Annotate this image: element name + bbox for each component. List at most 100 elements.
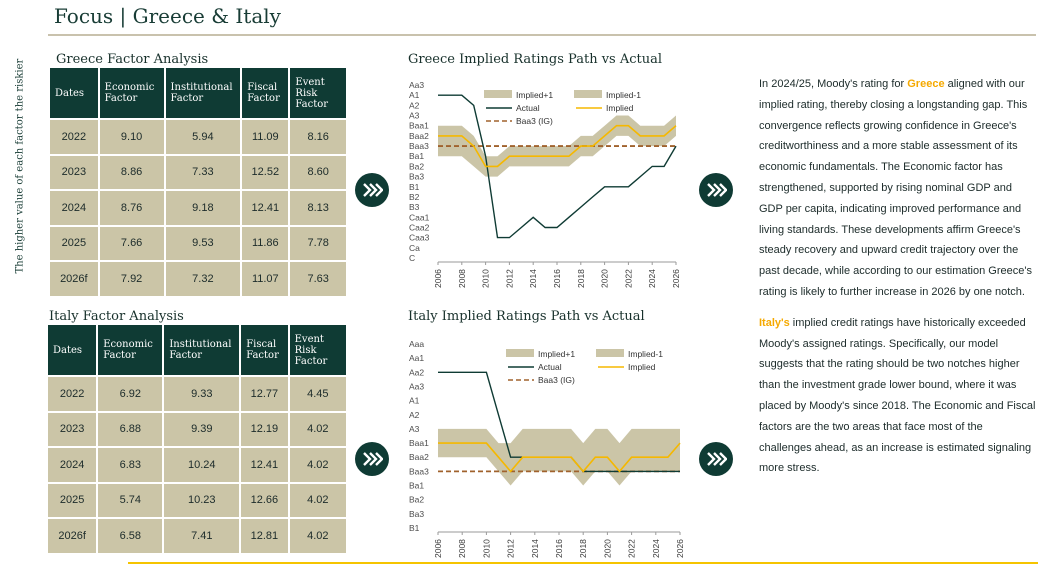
cell-fiscal: 12.66 — [241, 483, 288, 517]
greece-factor-table: Dates Economic Factor Institutional Fact… — [48, 66, 348, 298]
legend-label: Implied-1 — [606, 90, 641, 100]
legend-label: Baa3 (IG) — [516, 116, 553, 126]
cell-fiscal: 12.52 — [242, 155, 289, 189]
italy-factor-table: Dates Economic Factor Institutional Fact… — [46, 323, 348, 555]
y-tick-label: Ba3 — [409, 172, 424, 182]
y-tick-label: Caa2 — [409, 222, 430, 232]
double-chevron-right-icon — [699, 173, 733, 207]
cell-fiscal: 12.81 — [241, 519, 288, 553]
implied-line — [438, 442, 681, 473]
x-tick-label: 2010 — [481, 269, 491, 288]
cell-date: 2023 — [48, 412, 97, 446]
cell-economic: 6.88 — [98, 412, 163, 446]
y-tick-label: Ba3 — [409, 509, 424, 519]
greece-ratings-chart: Aa3A1A2A3Baa1Baa2Baa3Ba1Ba2Ba3B1B2B3Caa1… — [409, 80, 681, 288]
cell-economic: 6.83 — [98, 448, 163, 482]
legend-label: Implied-1 — [628, 349, 663, 359]
legend-swatch — [596, 349, 624, 357]
legend-label: Implied — [628, 362, 656, 372]
y-tick-label: Aa2 — [409, 367, 424, 377]
cell-date: 2022 — [48, 377, 97, 411]
cell-fiscal: 11.86 — [242, 226, 289, 260]
y-tick-label: B1 — [409, 523, 420, 533]
header-event-risk: Event Risk Factor — [290, 68, 346, 118]
y-tick-label: Ca — [409, 243, 420, 253]
x-tick-label: 2022 — [623, 269, 633, 288]
legend-label: Implied — [606, 103, 634, 113]
header-dates: Dates — [50, 68, 98, 118]
y-tick-label: A3 — [409, 111, 420, 121]
legend-label: Baa3 (IG) — [538, 375, 575, 385]
x-tick-label: 2024 — [651, 539, 661, 558]
x-tick-label: 2026 — [675, 539, 685, 558]
y-tick-label: Aa1 — [409, 353, 424, 363]
y-tick-label: A2 — [409, 100, 420, 110]
table-row: 2025 7.66 9.53 11.86 7.78 — [50, 226, 346, 260]
table-row: 2023 8.86 7.33 12.52 8.60 — [50, 155, 346, 189]
y-tick-label: Ba2 — [409, 495, 424, 505]
x-tick-label: 2012 — [504, 269, 514, 288]
cell-event-risk: 4.02 — [289, 448, 346, 482]
y-tick-label: A1 — [409, 396, 420, 406]
cell-institutional: 5.94 — [165, 120, 241, 154]
header-fiscal: Fiscal Factor — [241, 325, 288, 375]
cell-event-risk: 8.60 — [290, 155, 346, 189]
x-tick-label: 2016 — [554, 539, 564, 558]
y-tick-label: Ba2 — [409, 161, 424, 171]
y-tick-label: Aa3 — [409, 381, 424, 391]
legend-label: Implied+1 — [538, 349, 575, 359]
cell-event-risk: 4.02 — [289, 483, 346, 517]
cell-economic: 6.58 — [98, 519, 163, 553]
y-tick-label: Aaa — [409, 339, 424, 349]
y-tick-label: Baa2 — [409, 131, 429, 141]
italy-table-title: Italy Factor Analysis — [49, 309, 184, 324]
side-note: The higher value of each factor the risk… — [14, 58, 26, 274]
y-tick-label: Baa1 — [409, 121, 429, 131]
greece-commentary: In 2024/25, Moody's rating for Greece al… — [759, 74, 1037, 303]
table-row: 2023 6.88 9.39 12.19 4.02 — [48, 412, 346, 446]
y-tick-label: Ba1 — [409, 151, 424, 161]
commentary: In 2024/25, Moody's rating for Greece al… — [759, 74, 1037, 489]
cell-institutional: 7.41 — [164, 519, 240, 553]
y-tick-label: B2 — [409, 192, 420, 202]
greece-chart-title: Greece Implied Ratings Path vs Actual — [408, 52, 663, 67]
cell-date: 2026f — [50, 262, 98, 296]
cell-institutional: 7.32 — [165, 262, 241, 296]
cell-date: 2025 — [50, 226, 98, 260]
cell-economic: 6.92 — [98, 377, 163, 411]
cell-institutional: 9.18 — [165, 191, 241, 225]
x-tick-label: 2020 — [600, 269, 610, 288]
table-row: 2026f 7.92 7.32 11.07 7.63 — [50, 262, 346, 296]
cell-fiscal: 11.07 — [242, 262, 289, 296]
y-tick-label: A3 — [409, 424, 420, 434]
cell-institutional: 10.23 — [164, 483, 240, 517]
cell-fiscal: 12.77 — [241, 377, 288, 411]
x-tick-label: 2008 — [457, 269, 467, 288]
header-economic: Economic Factor — [98, 325, 163, 375]
table-row: 2022 9.10 5.94 11.09 8.16 — [50, 120, 346, 154]
legend-label: Actual — [538, 362, 562, 372]
table-row: 2026f 6.58 7.41 12.81 4.02 — [48, 519, 346, 553]
legend-label: Actual — [516, 103, 540, 113]
y-tick-label: Baa3 — [409, 466, 429, 476]
cell-economic: 7.66 — [99, 226, 164, 260]
x-tick-label: 2012 — [506, 539, 516, 558]
x-tick-label: 2024 — [647, 269, 657, 288]
cell-economic: 9.10 — [99, 120, 164, 154]
cell-institutional: 9.53 — [165, 226, 241, 260]
x-tick-label: 2006 — [433, 269, 443, 288]
cell-event-risk: 8.16 — [290, 120, 346, 154]
x-tick-label: 2018 — [578, 539, 588, 558]
cell-date: 2024 — [50, 191, 98, 225]
x-tick-label: 2018 — [576, 269, 586, 288]
implied-band — [438, 115, 676, 177]
header-economic: Economic Factor — [99, 68, 164, 118]
y-tick-label: Caa1 — [409, 212, 430, 222]
x-tick-label: 2014 — [528, 269, 538, 288]
cell-institutional: 9.33 — [164, 377, 240, 411]
cell-economic: 8.76 — [99, 191, 164, 225]
italy-commentary: Italy's implied credit ratings have hist… — [759, 313, 1037, 479]
y-tick-label: Baa2 — [409, 452, 429, 462]
header-institutional: Institutional Factor — [165, 68, 241, 118]
y-tick-label: B1 — [409, 182, 420, 192]
